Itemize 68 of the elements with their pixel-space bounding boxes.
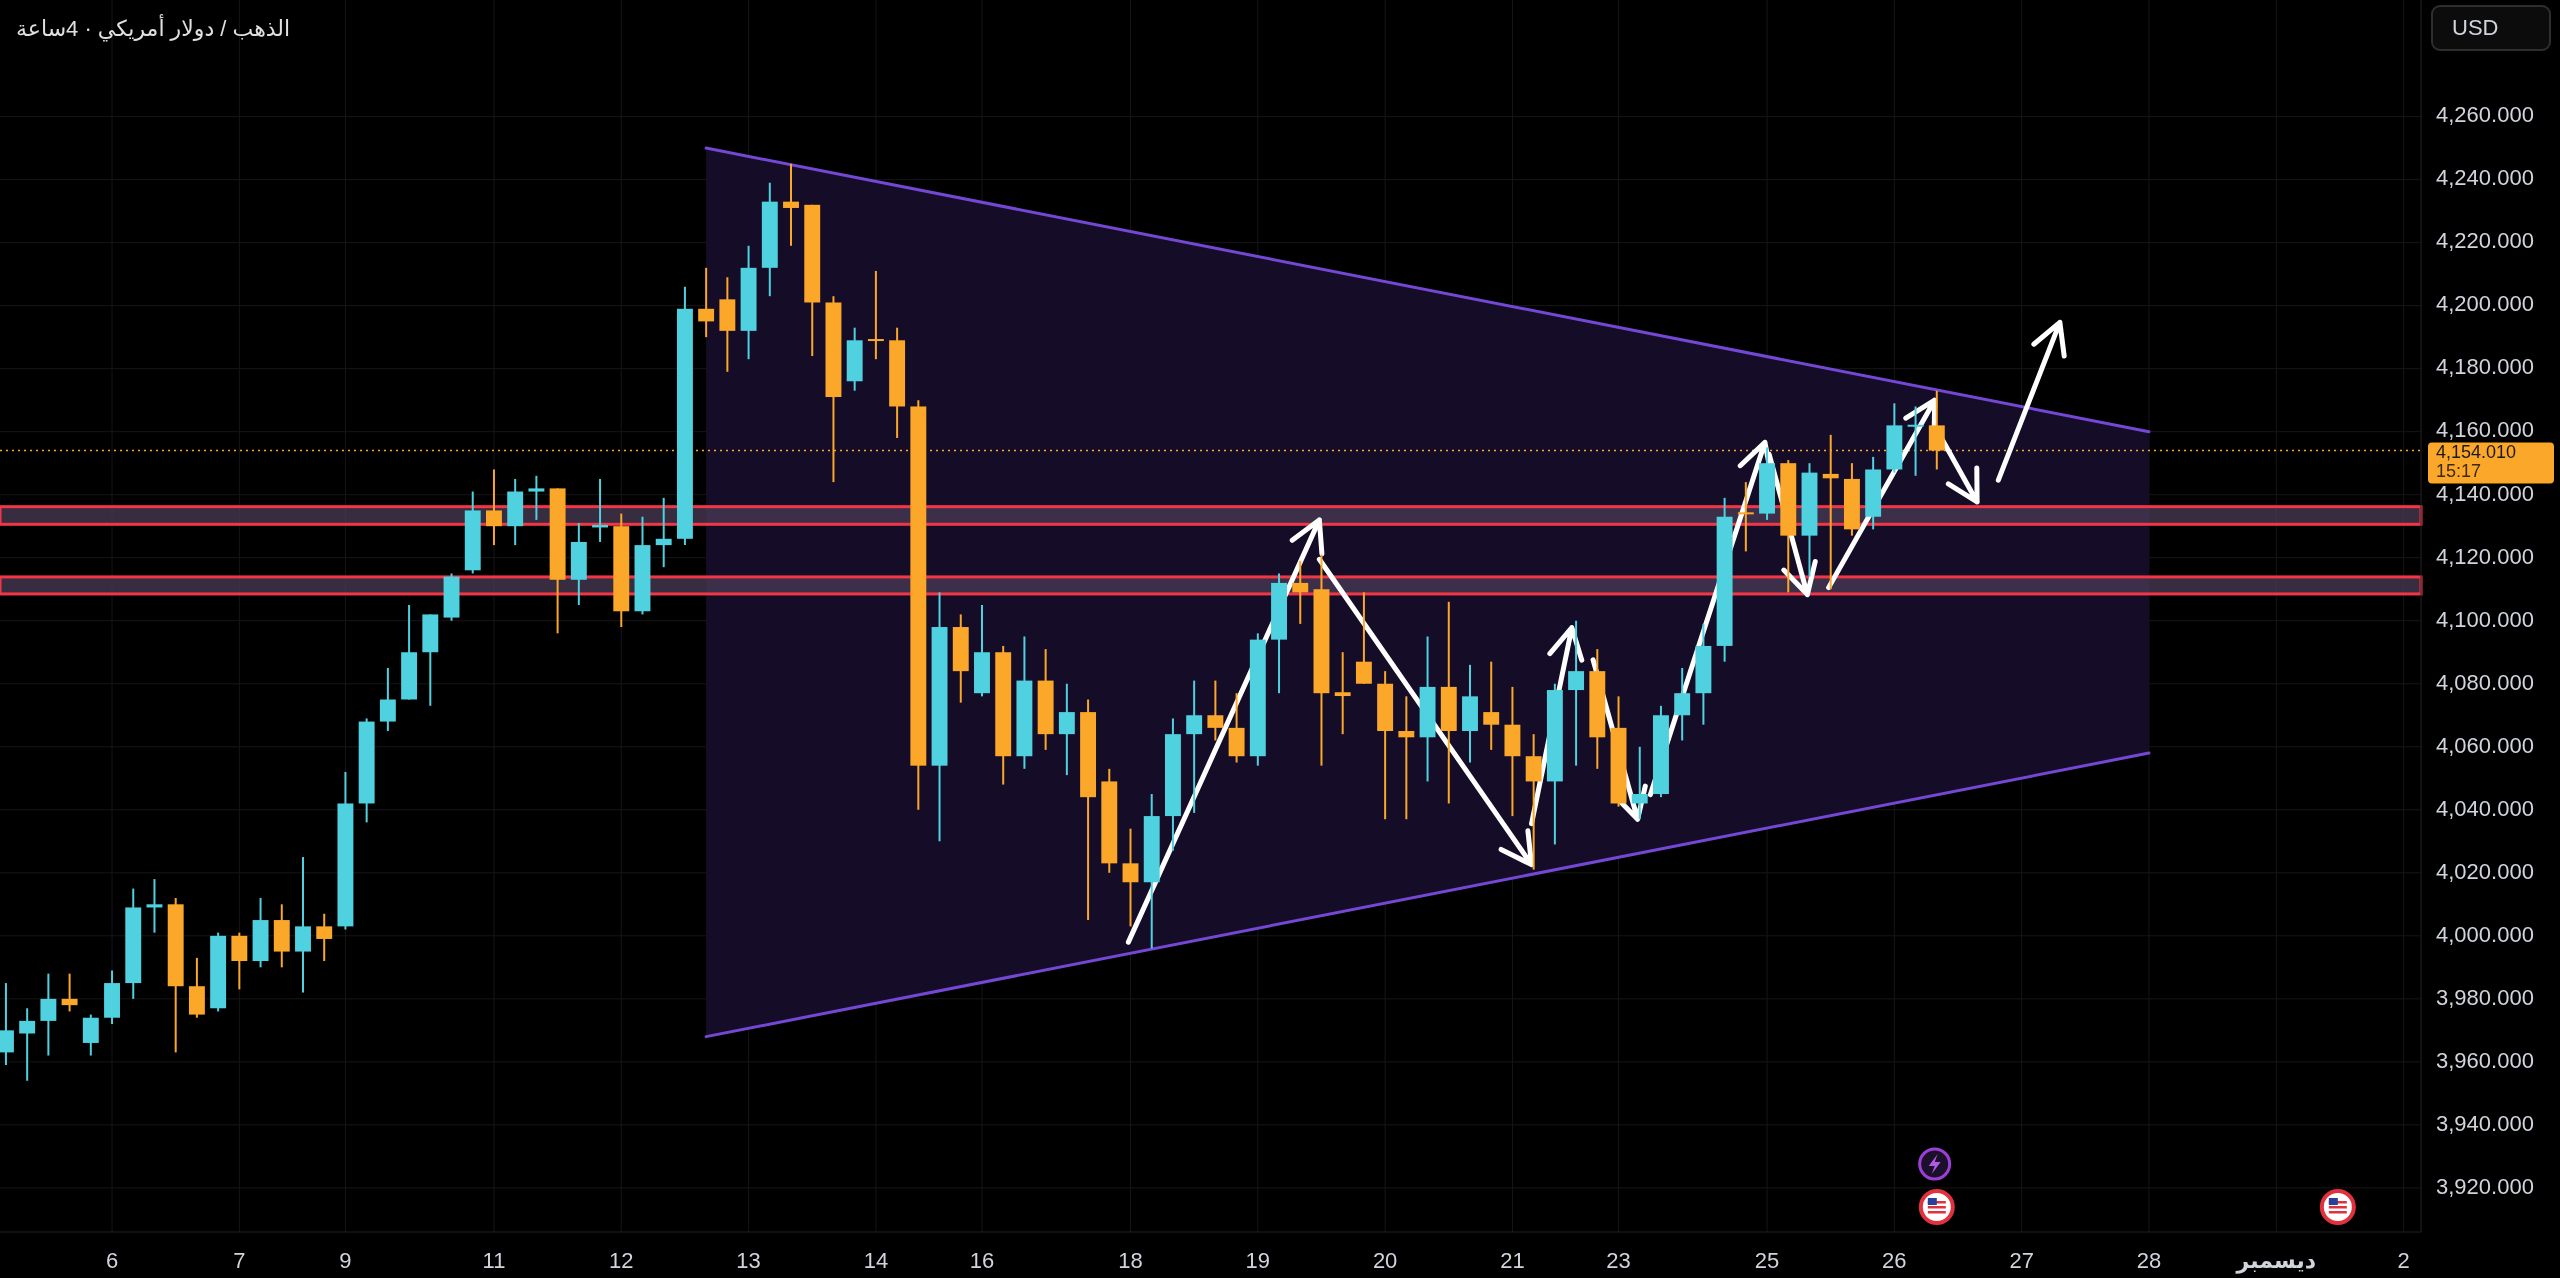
- x-tick-label: 6: [105, 1247, 119, 1273]
- x-tick-label: 9: [339, 1247, 352, 1273]
- x-tick-label: 26: [1882, 1247, 1907, 1273]
- x-tick-label: 7: [233, 1247, 246, 1273]
- text: 15:17: [2436, 461, 2482, 482]
- candlestick: [1398, 695, 1415, 821]
- x-tick-label: 25: [1754, 1247, 1780, 1273]
- y-tick-label: 4,100.000: [2436, 606, 2534, 632]
- candlestick: [1822, 433, 1839, 591]
- candlestick: [1292, 559, 1309, 625]
- x-tick-label: ديسمبر: [2235, 1247, 2316, 1274]
- candlestick: [1631, 745, 1648, 821]
- text: الذهب / دولار أمريكي · 4ساعة: [16, 13, 291, 42]
- x-tick-label: 19: [1245, 1247, 1271, 1273]
- y-tick-label: 3,940.000: [2436, 1110, 2534, 1136]
- candlestick: [61, 972, 78, 1013]
- x-tick-label: 18: [1118, 1247, 1143, 1273]
- y-tick-label: 4,120.000: [2436, 543, 2534, 569]
- x-tick-label: 20: [1372, 1247, 1398, 1273]
- y-tick-label: 4,040.000: [2436, 795, 2534, 821]
- x-tick-label: 12: [609, 1247, 634, 1273]
- y-tick-label: 4,020.000: [2436, 858, 2534, 884]
- y-tick-label: 4,160.000: [2436, 417, 2534, 443]
- candlestick: [1186, 679, 1203, 814]
- candlestick: [1907, 405, 1924, 477]
- candlestick: [867, 269, 884, 361]
- x-tick-label: 11: [482, 1247, 506, 1273]
- ref-line-label: 4,154.010: [2436, 442, 2517, 463]
- y-tick-label: 4,240.000: [2436, 165, 2534, 191]
- candlestick: [1737, 481, 1754, 553]
- x-tick-label: 27: [2009, 1247, 2034, 1273]
- x-tick-label: 28: [2136, 1247, 2162, 1273]
- x-tick-label: 23: [1606, 1247, 1631, 1273]
- y-tick-label: 3,960.000: [2436, 1047, 2534, 1073]
- candlestick: [783, 162, 799, 247]
- candlestick: [146, 878, 163, 934]
- candlestick: [1355, 591, 1372, 685]
- y-tick-label: 4,140.000: [2436, 480, 2534, 506]
- candlestick: [1058, 682, 1075, 777]
- candlestick: [698, 266, 715, 339]
- candlestick: [1334, 651, 1351, 736]
- candlestick: [379, 666, 396, 733]
- x-tick-label: 13: [736, 1247, 761, 1273]
- candlestick: [486, 468, 502, 547]
- y-tick-label: 4,200.000: [2436, 291, 2534, 317]
- y-tick-label: 4,180.000: [2436, 354, 2534, 380]
- x-tick-label: 14: [863, 1247, 889, 1273]
- candlestick: [1568, 619, 1585, 767]
- candlestick: [1207, 679, 1224, 742]
- candlestick: [1674, 666, 1691, 742]
- y-tick-label: 4,080.000: [2436, 669, 2534, 695]
- candlestick: [528, 474, 545, 521]
- candlestick: [19, 1007, 36, 1082]
- y-tick-label: 4,220.000: [2436, 228, 2534, 254]
- y-tick-label: 3,980.000: [2436, 984, 2534, 1010]
- candlestick: [655, 496, 672, 569]
- candlestick: [40, 972, 57, 1057]
- candlestick: [316, 912, 333, 963]
- candlestick: [1122, 827, 1139, 928]
- x-tick-label: 2: [2397, 1247, 2410, 1273]
- y-tick-label: 3,920.000: [2436, 1173, 2534, 1199]
- y-tick-label: 4,060.000: [2436, 732, 2534, 758]
- x-tick-label: 16: [969, 1247, 995, 1273]
- candlestick: [1483, 660, 1500, 751]
- y-tick-label: 4,000.000: [2436, 921, 2534, 947]
- x-tick-label: 21: [1500, 1247, 1525, 1273]
- text: USD: [2452, 14, 2499, 40]
- y-tick-label: 4,260.000: [2436, 102, 2534, 128]
